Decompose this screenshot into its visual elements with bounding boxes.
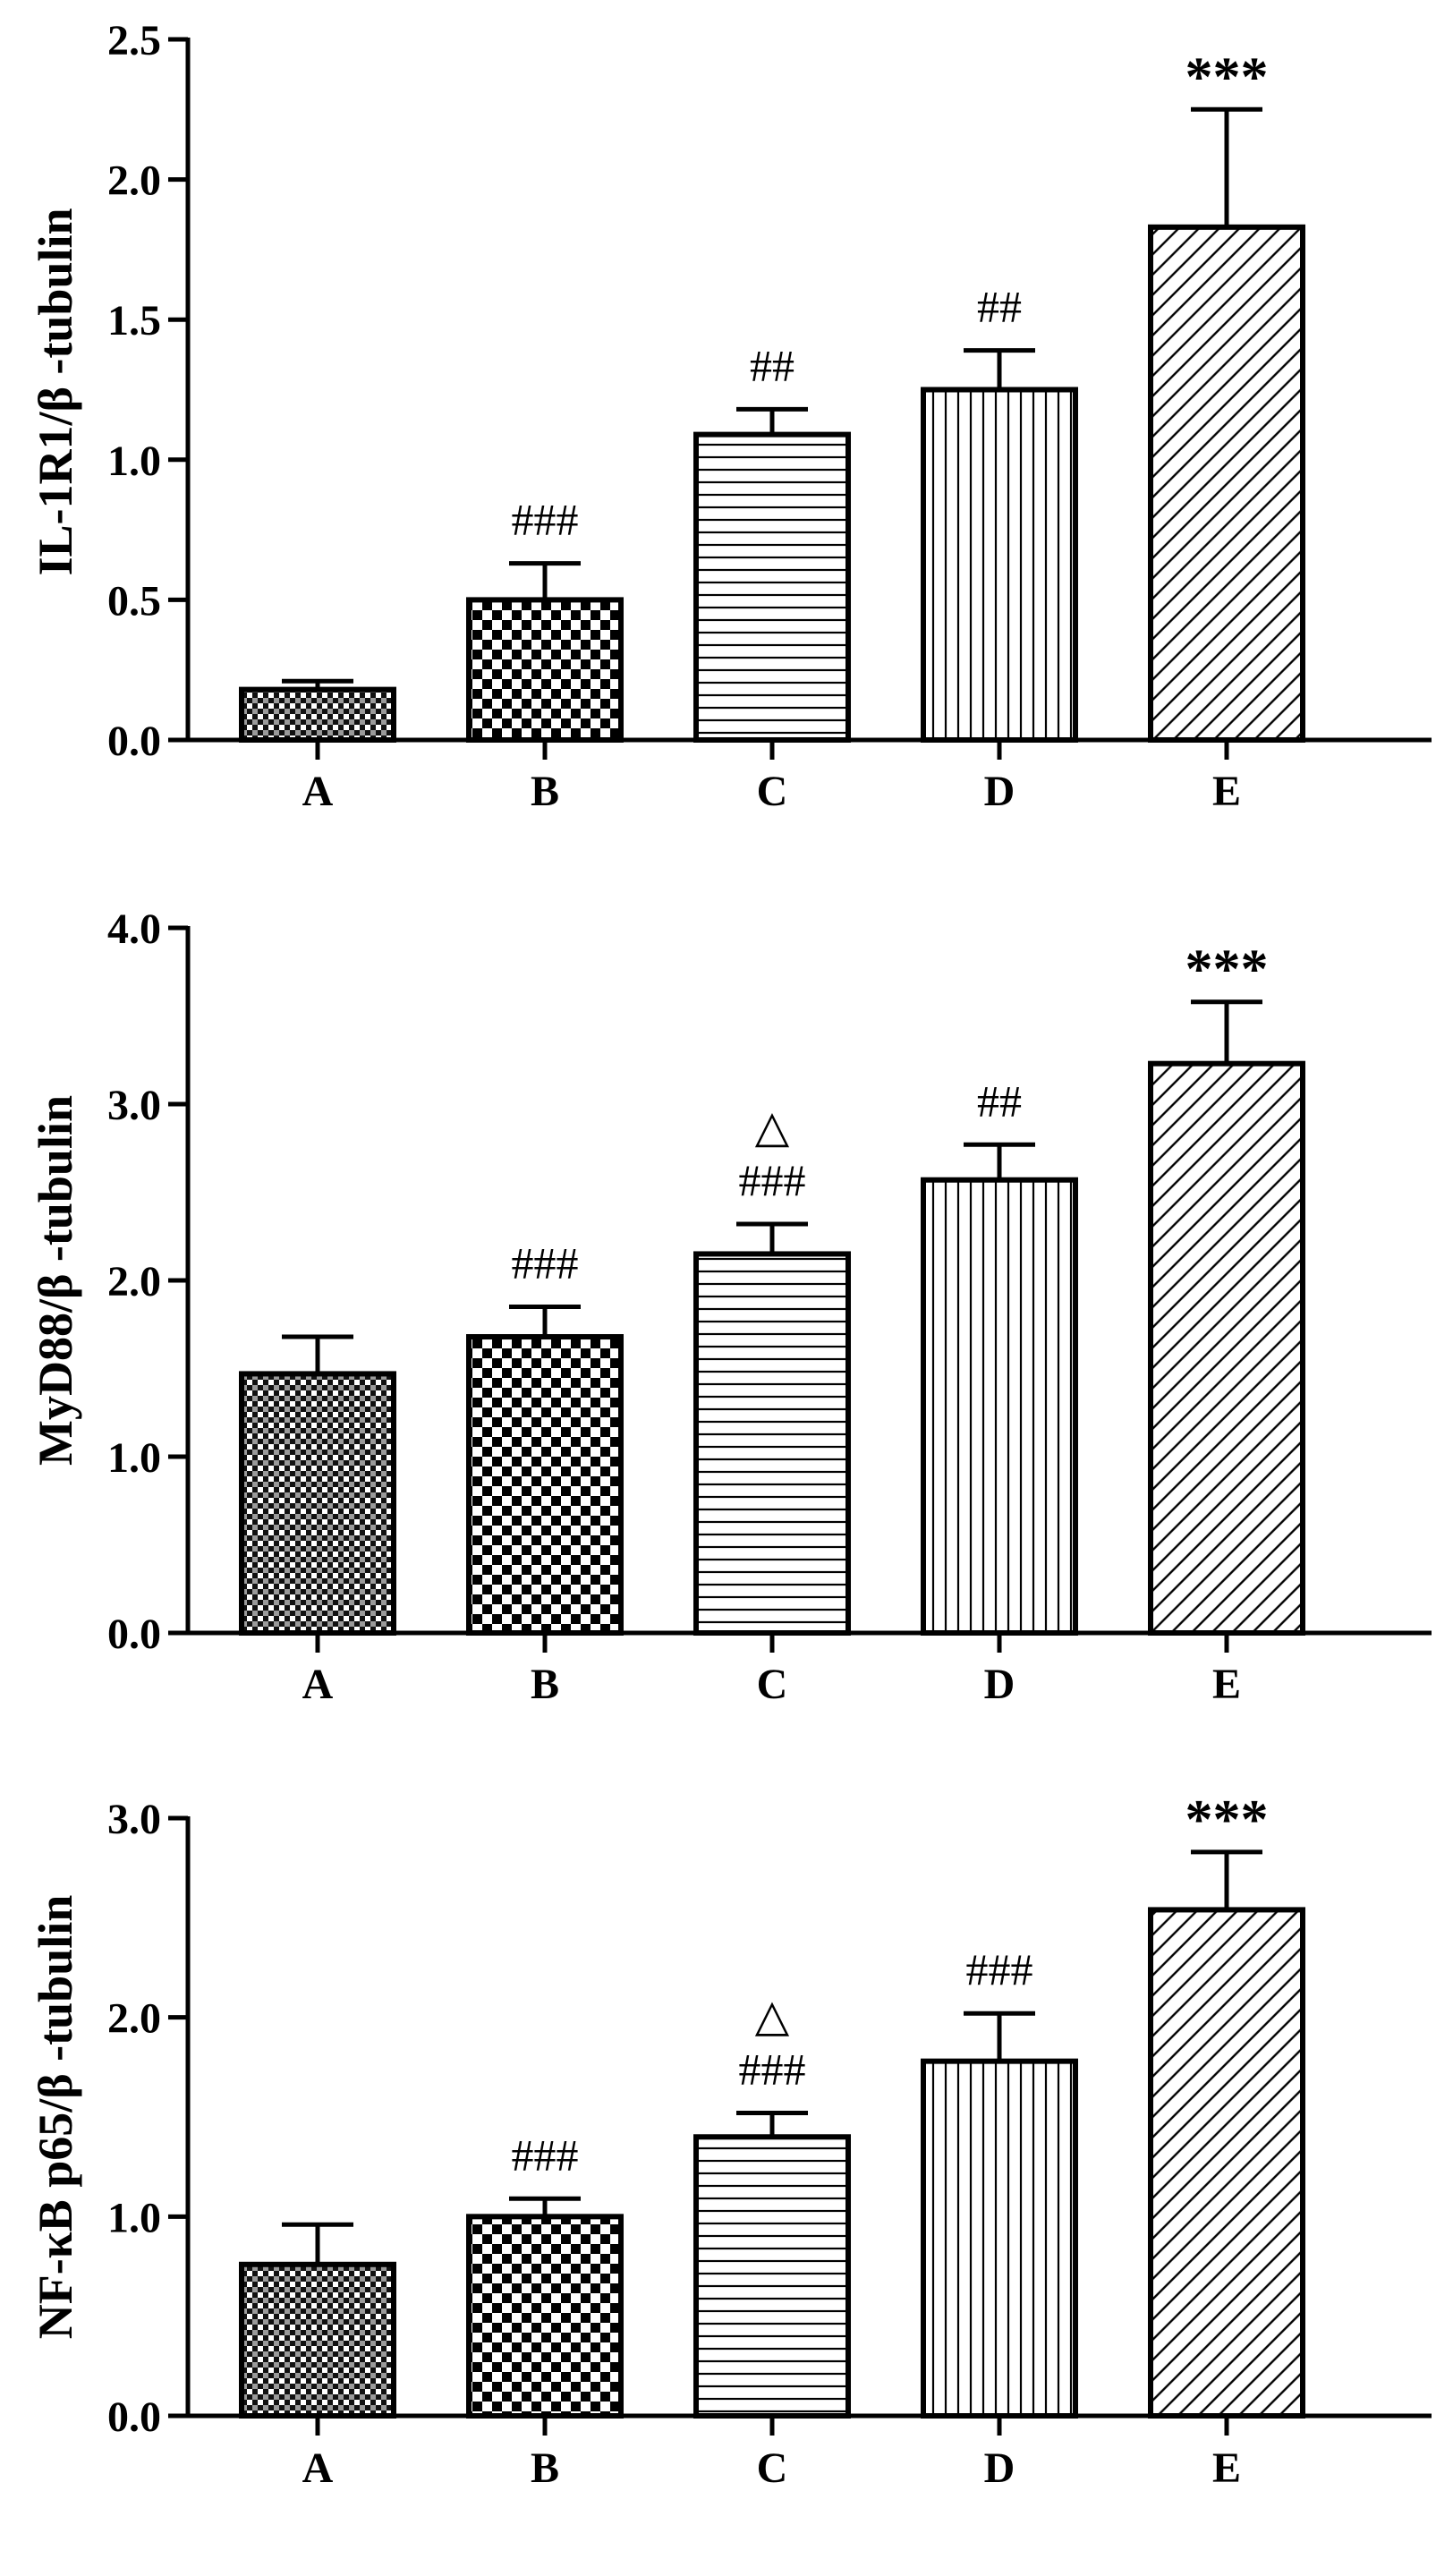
- y-tick-label: 2.0: [107, 1258, 161, 1305]
- y-tick-label: 0.5: [107, 577, 161, 625]
- y-tick-label: 1.0: [107, 1434, 161, 1482]
- y-tick-label: 3.0: [107, 1082, 161, 1129]
- y-tick-label: 2.0: [107, 157, 161, 205]
- chart-panel-nfkb-p65: NF-κB p65/β -tubulin 0.0 1.0 2.0 3.0 A B ### C #…: [29, 1790, 1432, 2492]
- chart-panel-il1r1: IL-1R1/β -tubulin 0.0 0.5 1.0 1.5 2.0 2.5 A B ##…: [29, 17, 1432, 815]
- x-tick-label: A: [302, 2444, 334, 2492]
- y-axis-label: NF-κB p65/β -tubulin: [29, 1895, 82, 2340]
- x-tick-label: C: [757, 768, 788, 815]
- bar-A: [239, 2261, 396, 2419]
- y-tick-label: 0.0: [107, 2393, 161, 2441]
- y-tick-label: 1.5: [107, 297, 161, 344]
- bar-E: [1148, 1907, 1305, 2419]
- bar-B: [466, 597, 624, 744]
- x-tick-label: E: [1212, 2444, 1241, 2492]
- y-tick-label: 1.0: [107, 438, 161, 485]
- bar-E: [1148, 224, 1305, 743]
- significance-label: ###: [512, 2130, 579, 2180]
- bar-E: [1148, 1060, 1305, 1636]
- triangle-significance-label: △: [755, 1991, 790, 2041]
- significance-label: ###: [739, 2045, 806, 2095]
- y-tick-label: 2.5: [107, 17, 161, 64]
- bar-D: [921, 2058, 1078, 2419]
- x-tick-label: B: [531, 2444, 559, 2492]
- bar-D: [921, 387, 1078, 743]
- bar-C: [693, 1251, 851, 1636]
- x-tick-label: C: [757, 2444, 788, 2492]
- triangle-significance-label: △: [755, 1101, 790, 1152]
- bar-B: [466, 2214, 624, 2419]
- significance-label: ###: [966, 1944, 1033, 1994]
- chart-panel-myd88: MyD88/β -tubulin 0.0 1.0 2.0 3.0 4.0 A B ### C ##…: [29, 905, 1432, 1708]
- significance-label: ##: [977, 1075, 1022, 1126]
- y-tick-label: 4.0: [107, 905, 161, 953]
- significance-label: ***: [1185, 47, 1269, 107]
- significance-label: ###: [512, 1238, 579, 1288]
- x-tick-label: C: [757, 1661, 788, 1708]
- significance-label: ###: [739, 1155, 806, 1205]
- x-tick-label: B: [531, 1661, 559, 1708]
- y-tick-label: 2.0: [107, 1995, 161, 2043]
- significance-label: ###: [512, 495, 579, 545]
- x-tick-label: D: [984, 2444, 1015, 2492]
- significance-label: ##: [977, 282, 1022, 332]
- x-tick-label: A: [302, 768, 334, 815]
- bar-C: [693, 2134, 851, 2419]
- y-tick-label: 1.0: [107, 2194, 161, 2241]
- x-tick-label: D: [984, 1661, 1015, 1708]
- significance-label: ***: [1185, 1790, 1269, 1850]
- y-tick-label: 3.0: [107, 1796, 161, 1843]
- bar-A: [239, 686, 396, 744]
- x-tick-label: D: [984, 768, 1015, 815]
- x-tick-label: A: [302, 1661, 334, 1708]
- x-tick-label: E: [1212, 768, 1241, 815]
- bar-B: [466, 1334, 624, 1637]
- y-tick-label: 0.0: [107, 1611, 161, 1658]
- y-axis-label: IL-1R1/β -tubulin: [29, 208, 82, 575]
- bar-A: [239, 1371, 396, 1637]
- y-tick-label: 0.0: [107, 718, 161, 765]
- significance-label: ***: [1185, 939, 1269, 1000]
- x-tick-label: B: [531, 768, 559, 815]
- bar-D: [921, 1177, 1078, 1636]
- y-axis-label: MyD88/β -tubulin: [29, 1095, 82, 1466]
- bar-C: [693, 431, 851, 743]
- significance-label: ##: [750, 340, 794, 390]
- x-tick-label: E: [1212, 1661, 1241, 1708]
